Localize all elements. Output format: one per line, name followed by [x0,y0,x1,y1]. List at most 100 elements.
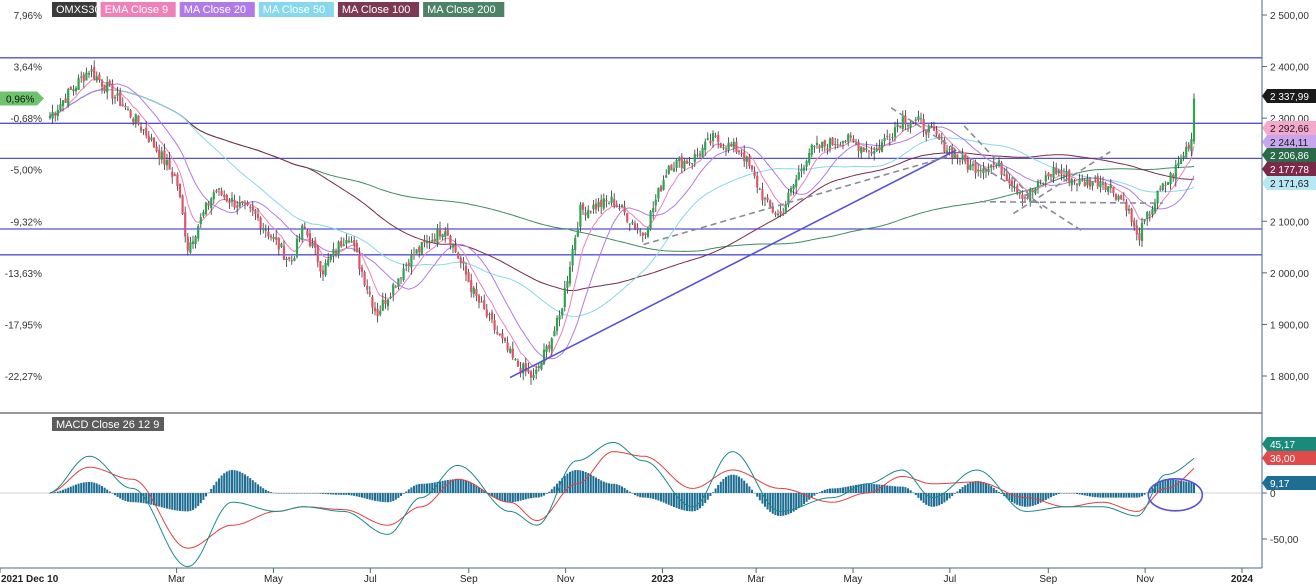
dashed-flat-line [980,200,1163,205]
last-value-label: 2 292,66 [1270,124,1309,135]
macd-hist-bar [413,485,415,493]
macd-hist-bar [436,481,439,493]
macd-hist-bar [51,492,54,494]
candle-body [1192,98,1196,142]
right-tick-label: 2 100,00 [1270,217,1309,228]
legend-item-bg [258,2,334,17]
macd-hist-bar [1011,493,1013,502]
macd-hist-bar [613,483,616,493]
macd-hist-bar [979,481,982,493]
candle-body [584,212,587,216]
candle-body [98,74,101,81]
macd-hist-bar [379,493,382,502]
candle-body [1055,167,1058,174]
candle-body [298,238,301,240]
candle-body [925,130,928,135]
macd-hist-bar [1164,479,1167,493]
candle-body [1039,180,1042,182]
macd-highlight-ellipse [1147,478,1204,512]
macd-hist-bar [155,493,158,506]
macd-hist-bar [995,489,998,493]
macd-hist-bar [738,476,740,493]
macd-hist-bar [1070,493,1073,494]
candle-body [745,156,748,162]
candle-body [618,207,621,209]
macd-hist-bar [673,493,675,508]
macd-hist-bar [875,484,878,493]
last-value-label: 2 337,99 [1270,92,1309,103]
candle-body [1060,170,1063,175]
macd-hist-bar [992,487,995,493]
macd-hist-bar [85,482,88,493]
candle-body [74,87,78,92]
candle-body [1044,175,1047,182]
macd-hist-bar [340,493,343,495]
candle-body [888,138,891,140]
candle-body [774,213,777,215]
candle-body [779,211,782,214]
macd-hist-bar [714,488,717,493]
macd-hist-bar [374,493,376,501]
macd-hist-bar [127,493,129,502]
macd-hist-bar [405,491,408,493]
legend-item-bg [100,2,176,17]
candle-body [654,199,657,206]
macd-hist-bar [610,483,613,493]
candle-body [566,281,569,288]
macd-hist-bar [168,493,171,510]
macd-hist-bar [186,493,189,512]
macd-hist-bar [836,488,839,493]
macd-hist-bar [595,477,597,493]
candle-body [264,230,267,232]
candle-body [792,184,795,190]
macd-hist-bar [868,483,870,493]
candle-body [750,165,754,170]
candle-body [1104,183,1107,190]
macd-hist-bar [574,470,577,493]
macd-hist-bar [631,493,634,494]
macd-hist-bar [920,493,922,501]
macd-hist-bar [1008,493,1011,501]
x-tick-label: Nov [557,574,575,585]
macd-hist-bar [704,493,707,504]
candle-body [984,169,988,172]
candle-body [620,205,624,207]
candle-body [1057,170,1060,174]
macd-hist-bar [1018,493,1021,506]
macd-hist-bar [439,481,441,493]
macd-hist-bar [1182,481,1185,493]
candle-body [1070,179,1073,186]
macd-hist-bar [790,493,792,514]
macd-histogram [49,470,1195,516]
candle-body [636,227,639,230]
macd-hist-bar [579,470,582,493]
macd-hist-bar [1122,493,1125,498]
candle-body [935,130,938,135]
candle-body [1164,184,1167,186]
candle-body [342,244,345,246]
macd-hist-bar [197,493,200,506]
macd-hist-bar [693,493,696,512]
macd-hist-bar [267,491,270,493]
candle-body [108,80,111,85]
macd-hist-bar [813,493,816,496]
candle-body [158,149,161,159]
candle-body [966,158,969,170]
macd-hist-bar [524,493,527,500]
macd-hist-bar [199,493,202,504]
candle-body [633,223,637,229]
candle-body [61,100,65,107]
dashed-channel-lower [963,125,1043,209]
candle-body [254,209,257,214]
macd-hist-bar [1076,493,1078,494]
candle-body [418,247,421,253]
candle-body [709,140,712,144]
candle-body [238,202,241,207]
right-tick-label: 2 000,00 [1270,269,1309,280]
candle-body [470,280,473,293]
candle-body [740,152,743,154]
candle-body [1075,183,1079,186]
ma100-line [49,88,1195,291]
legend-item-bg [423,2,505,17]
right-tick-label: 1 800,00 [1270,372,1309,383]
